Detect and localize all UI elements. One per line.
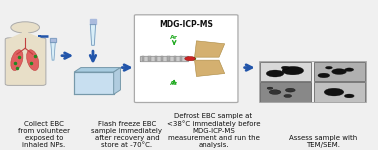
Bar [167, 56, 170, 61]
Bar [314, 62, 364, 81]
Polygon shape [90, 24, 96, 45]
Polygon shape [195, 60, 225, 76]
Polygon shape [9, 33, 22, 39]
Polygon shape [114, 68, 121, 94]
Polygon shape [195, 41, 225, 57]
Circle shape [281, 66, 289, 69]
FancyBboxPatch shape [135, 15, 238, 102]
Polygon shape [90, 19, 96, 24]
Bar [259, 61, 366, 102]
Text: Defrost EBC sample at
<38°C immediately before
MDG-ICP-MS
measurement and run th: Defrost EBC sample at <38°C immediately … [167, 113, 260, 148]
Bar [37, 35, 40, 37]
FancyBboxPatch shape [5, 38, 46, 85]
Circle shape [282, 66, 304, 75]
Bar [155, 56, 157, 61]
Text: Assess sample with
TEM/SEM.: Assess sample with TEM/SEM. [288, 135, 357, 148]
Circle shape [284, 94, 292, 98]
Bar [314, 82, 364, 102]
Polygon shape [50, 38, 56, 42]
Ellipse shape [26, 50, 39, 70]
Text: Ar: Ar [170, 81, 178, 86]
Circle shape [11, 22, 39, 33]
Polygon shape [51, 42, 55, 60]
Ellipse shape [11, 50, 23, 70]
Circle shape [185, 57, 195, 61]
Text: MDG-ICP-MS: MDG-ICP-MS [159, 20, 213, 29]
Bar [148, 56, 150, 61]
Polygon shape [28, 33, 42, 39]
Bar [174, 56, 176, 61]
Bar [180, 56, 182, 61]
Circle shape [332, 69, 346, 75]
Text: Ar: Ar [170, 35, 178, 40]
Bar [142, 56, 144, 61]
Text: Collect EBC
from volunteer
exposed to
inhaled NPs.: Collect EBC from volunteer exposed to in… [18, 121, 70, 148]
Circle shape [324, 88, 344, 96]
Bar [260, 62, 311, 81]
Polygon shape [74, 68, 121, 72]
Circle shape [345, 68, 354, 71]
Circle shape [267, 87, 273, 89]
Circle shape [285, 88, 295, 92]
Circle shape [269, 90, 281, 94]
Circle shape [344, 94, 354, 98]
Text: Flash freeze EBC
sample immediately
after recovery and
store at -70°C.: Flash freeze EBC sample immediately afte… [91, 121, 163, 148]
Circle shape [318, 73, 330, 78]
Bar [22, 33, 28, 39]
Polygon shape [140, 56, 188, 61]
Circle shape [325, 66, 332, 69]
Circle shape [266, 70, 284, 77]
Polygon shape [74, 72, 114, 94]
Bar [260, 82, 311, 102]
Bar [161, 56, 163, 61]
